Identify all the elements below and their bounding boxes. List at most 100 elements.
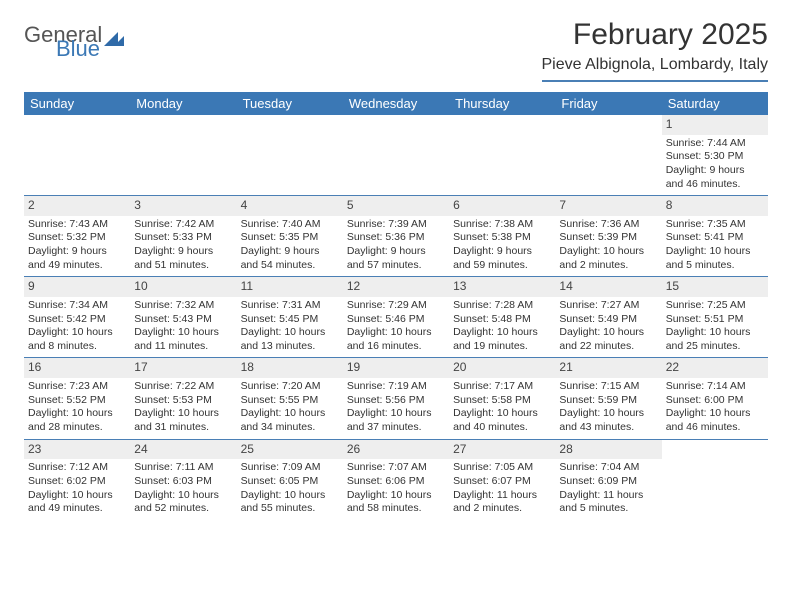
sunrise-text: Sunrise: 7:29 AM <box>347 299 445 313</box>
sunset-text: Sunset: 5:36 PM <box>347 231 445 245</box>
sunset-text: Sunset: 6:09 PM <box>559 475 657 489</box>
sunset-text: Sunset: 5:56 PM <box>347 394 445 408</box>
daylight-text: Daylight: 10 hours and 5 minutes. <box>666 245 764 272</box>
day-cell: 20Sunrise: 7:17 AMSunset: 5:58 PMDayligh… <box>449 358 555 438</box>
day-body: Sunrise: 7:40 AMSunset: 5:35 PMDaylight:… <box>237 216 343 277</box>
day-cell: 14Sunrise: 7:27 AMSunset: 5:49 PMDayligh… <box>555 277 661 357</box>
day-number: 9 <box>24 277 130 297</box>
week-row: 1 Sunrise: 7:44 AMSunset: 5:30 PMDaylight… <box>24 115 768 195</box>
day-number: 24 <box>130 440 236 460</box>
day-cell: 26Sunrise: 7:07 AMSunset: 6:06 PMDayligh… <box>343 440 449 520</box>
day-number: 6 <box>449 196 555 216</box>
logo-text-blue: Blue <box>56 38 124 60</box>
day-body: Sunrise: 7:28 AMSunset: 5:48 PMDaylight:… <box>449 297 555 358</box>
sunrise-text: Sunrise: 7:40 AM <box>241 218 339 232</box>
sunset-text: Sunset: 6:06 PM <box>347 475 445 489</box>
daylight-text: Daylight: 10 hours and 58 minutes. <box>347 489 445 516</box>
daylight-text: Daylight: 9 hours and 57 minutes. <box>347 245 445 272</box>
sunrise-text: Sunrise: 7:28 AM <box>453 299 551 313</box>
sunrise-text: Sunrise: 7:25 AM <box>666 299 764 313</box>
daylight-text: Daylight: 9 hours and 46 minutes. <box>666 164 764 191</box>
day-body: Sunrise: 7:35 AMSunset: 5:41 PMDaylight:… <box>662 216 768 277</box>
day-body: Sunrise: 7:23 AMSunset: 5:52 PMDaylight:… <box>24 378 130 439</box>
page-title: February 2025 <box>542 18 769 52</box>
day-number: 25 <box>237 440 343 460</box>
day-body: Sunrise: 7:34 AMSunset: 5:42 PMDaylight:… <box>24 297 130 358</box>
weekday-header: Friday <box>555 92 661 115</box>
day-cell <box>237 115 343 195</box>
sunset-text: Sunset: 5:53 PM <box>134 394 232 408</box>
day-body: Sunrise: 7:19 AMSunset: 5:56 PMDaylight:… <box>343 378 449 439</box>
sunrise-text: Sunrise: 7:19 AM <box>347 380 445 394</box>
sunset-text: Sunset: 6:03 PM <box>134 475 232 489</box>
sunset-text: Sunset: 5:49 PM <box>559 313 657 327</box>
day-body: Sunrise: 7:42 AMSunset: 5:33 PMDaylight:… <box>130 216 236 277</box>
day-body: Sunrise: 7:05 AMSunset: 6:07 PMDaylight:… <box>449 459 555 520</box>
day-cell <box>449 115 555 195</box>
day-cell: 25Sunrise: 7:09 AMSunset: 6:05 PMDayligh… <box>237 440 343 520</box>
day-cell: 19Sunrise: 7:19 AMSunset: 5:56 PMDayligh… <box>343 358 449 438</box>
daylight-text: Daylight: 10 hours and 37 minutes. <box>347 407 445 434</box>
day-number: 16 <box>24 358 130 378</box>
daylight-text: Daylight: 9 hours and 49 minutes. <box>28 245 126 272</box>
day-cell: 18Sunrise: 7:20 AMSunset: 5:55 PMDayligh… <box>237 358 343 438</box>
sunrise-text: Sunrise: 7:36 AM <box>559 218 657 232</box>
day-body: Sunrise: 7:38 AMSunset: 5:38 PMDaylight:… <box>449 216 555 277</box>
day-cell: 15Sunrise: 7:25 AMSunset: 5:51 PMDayligh… <box>662 277 768 357</box>
sunset-text: Sunset: 5:55 PM <box>241 394 339 408</box>
daylight-text: Daylight: 10 hours and 2 minutes. <box>559 245 657 272</box>
sunrise-text: Sunrise: 7:04 AM <box>559 461 657 475</box>
day-number: 3 <box>130 196 236 216</box>
day-cell <box>662 440 768 520</box>
day-number: 17 <box>130 358 236 378</box>
weekday-header: Tuesday <box>237 92 343 115</box>
daylight-text: Daylight: 10 hours and 28 minutes. <box>28 407 126 434</box>
sunrise-text: Sunrise: 7:38 AM <box>453 218 551 232</box>
week-row: 23Sunrise: 7:12 AMSunset: 6:02 PMDayligh… <box>24 439 768 520</box>
day-number: 15 <box>662 277 768 297</box>
day-cell: 12Sunrise: 7:29 AMSunset: 5:46 PMDayligh… <box>343 277 449 357</box>
day-body: Sunrise: 7:39 AMSunset: 5:36 PMDaylight:… <box>343 216 449 277</box>
daylight-text: Daylight: 10 hours and 55 minutes. <box>241 489 339 516</box>
sunset-text: Sunset: 5:38 PM <box>453 231 551 245</box>
sunset-text: Sunset: 5:32 PM <box>28 231 126 245</box>
day-number: 18 <box>237 358 343 378</box>
sunset-text: Sunset: 5:39 PM <box>559 231 657 245</box>
day-cell: 24Sunrise: 7:11 AMSunset: 6:03 PMDayligh… <box>130 440 236 520</box>
daylight-text: Daylight: 10 hours and 40 minutes. <box>453 407 551 434</box>
day-number: 10 <box>130 277 236 297</box>
daylight-text: Daylight: 10 hours and 11 minutes. <box>134 326 232 353</box>
weekday-header: Monday <box>130 92 236 115</box>
day-cell: 11Sunrise: 7:31 AMSunset: 5:45 PMDayligh… <box>237 277 343 357</box>
daylight-text: Daylight: 10 hours and 52 minutes. <box>134 489 232 516</box>
day-cell: 6Sunrise: 7:38 AMSunset: 5:38 PMDaylight… <box>449 196 555 276</box>
day-cell: 2Sunrise: 7:43 AMSunset: 5:32 PMDaylight… <box>24 196 130 276</box>
daylight-text: Daylight: 10 hours and 46 minutes. <box>666 407 764 434</box>
day-cell: 5Sunrise: 7:39 AMSunset: 5:36 PMDaylight… <box>343 196 449 276</box>
day-body: Sunrise: 7:15 AMSunset: 5:59 PMDaylight:… <box>555 378 661 439</box>
day-number: 1 <box>662 115 768 135</box>
weekday-header: Wednesday <box>343 92 449 115</box>
daylight-text: Daylight: 10 hours and 8 minutes. <box>28 326 126 353</box>
day-cell: 16Sunrise: 7:23 AMSunset: 5:52 PMDayligh… <box>24 358 130 438</box>
sunrise-text: Sunrise: 7:35 AM <box>666 218 764 232</box>
day-number: 27 <box>449 440 555 460</box>
sunset-text: Sunset: 5:48 PM <box>453 313 551 327</box>
weekday-header: Thursday <box>449 92 555 115</box>
sunrise-text: Sunrise: 7:09 AM <box>241 461 339 475</box>
daylight-text: Daylight: 10 hours and 31 minutes. <box>134 407 232 434</box>
sunrise-text: Sunrise: 7:39 AM <box>347 218 445 232</box>
day-number: 5 <box>343 196 449 216</box>
sunset-text: Sunset: 5:30 PM <box>666 150 764 164</box>
sunset-text: Sunset: 5:58 PM <box>453 394 551 408</box>
sunrise-text: Sunrise: 7:27 AM <box>559 299 657 313</box>
sunset-text: Sunset: 5:43 PM <box>134 313 232 327</box>
sunrise-text: Sunrise: 7:14 AM <box>666 380 764 394</box>
day-body: Sunrise: 7:32 AMSunset: 5:43 PMDaylight:… <box>130 297 236 358</box>
week-row: 16Sunrise: 7:23 AMSunset: 5:52 PMDayligh… <box>24 357 768 438</box>
sunset-text: Sunset: 6:00 PM <box>666 394 764 408</box>
day-body: Sunrise: 7:17 AMSunset: 5:58 PMDaylight:… <box>449 378 555 439</box>
header: General Blue February 2025 Pieve Albigno… <box>24 18 768 82</box>
day-number: 19 <box>343 358 449 378</box>
sunrise-text: Sunrise: 7:44 AM <box>666 137 764 151</box>
